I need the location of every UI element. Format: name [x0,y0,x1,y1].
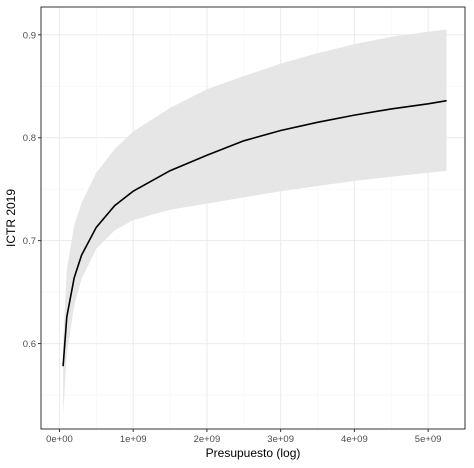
fit-line [62,99,447,367]
panel-border [40,6,466,430]
y-axis: 0.6 0.7 0.8 0.9 [23,30,41,350]
y-tick-label: 0.9 [23,30,36,41]
x-tick-label: 0e+00 [46,434,73,445]
x-tick-label: 2e+09 [194,434,221,445]
x-tick-label: 1e+09 [120,434,147,445]
x-tick-label: 5e+09 [415,434,442,445]
x-tick-label: 4e+09 [341,434,368,445]
x-axis: 0e+00 1e+09 2e+09 3e+09 4e+09 5e+09 [46,429,441,445]
x-tick-label: 3e+09 [267,434,294,445]
y-tick-label: 0.8 [23,133,36,144]
x-axis-title: Presupuesto (log) [206,446,301,460]
confidence-ribbon [63,29,447,416]
y-axis-title: ICTR 2019 [4,189,18,247]
y-tick-label: 0.7 [23,236,36,247]
y-tick-label: 0.6 [23,339,36,350]
